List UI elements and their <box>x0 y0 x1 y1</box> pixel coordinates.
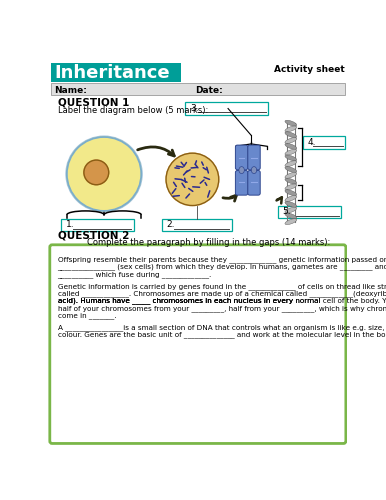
FancyBboxPatch shape <box>303 136 345 148</box>
FancyBboxPatch shape <box>278 206 341 218</box>
Ellipse shape <box>239 166 244 173</box>
FancyBboxPatch shape <box>235 145 248 170</box>
Text: half of your chromosomes from your _________, half from your _________, which is: half of your chromosomes from your _____… <box>58 305 386 312</box>
FancyBboxPatch shape <box>248 145 260 170</box>
FancyBboxPatch shape <box>50 245 346 444</box>
Text: __________ which fuse during _____________.: __________ which fuse during ___________… <box>58 271 212 278</box>
FancyBboxPatch shape <box>248 170 260 195</box>
Text: Name:: Name: <box>54 86 87 94</box>
Circle shape <box>65 136 143 212</box>
Ellipse shape <box>285 166 297 172</box>
Ellipse shape <box>285 184 297 190</box>
Ellipse shape <box>285 161 297 166</box>
Circle shape <box>67 137 141 211</box>
Text: ________________ (sex cells) from which they develop. In humans, gametes are ___: ________________ (sex cells) from which … <box>58 264 386 270</box>
Text: acid). Humans have _____ chromosomes in each nucleus in every normal cell of the: acid). Humans have _____ chromosomes in … <box>58 298 386 304</box>
FancyBboxPatch shape <box>185 102 268 115</box>
Ellipse shape <box>285 144 297 149</box>
FancyBboxPatch shape <box>51 83 345 96</box>
Circle shape <box>166 153 219 206</box>
Text: Complete the paragraph by filling in the gaps (14 marks):: Complete the paragraph by filling in the… <box>87 238 330 247</box>
Ellipse shape <box>285 202 297 207</box>
Ellipse shape <box>285 132 297 138</box>
Text: acid). Humans have _____ chromosomes in each nucleus in every: acid). Humans have _____ chromosomes in … <box>58 298 295 304</box>
Ellipse shape <box>285 178 297 184</box>
Text: 2.: 2. <box>167 220 175 230</box>
Text: acid). Humans have _____ chromosomes in each nucleus in every normal: acid). Humans have _____ chromosomes in … <box>58 298 320 304</box>
Ellipse shape <box>285 196 297 202</box>
Ellipse shape <box>285 120 297 126</box>
Text: QUESTION 2: QUESTION 2 <box>58 230 129 240</box>
Text: A ________________is a small section of DNA that controls what an organism is li: A ________________is a small section of … <box>58 324 386 331</box>
Text: 3.: 3. <box>190 104 199 113</box>
Ellipse shape <box>285 155 297 161</box>
Text: 1.: 1. <box>66 220 75 230</box>
Text: Activity sheet: Activity sheet <box>274 64 344 74</box>
Ellipse shape <box>285 126 297 132</box>
Text: Label the diagram below (5 marks):: Label the diagram below (5 marks): <box>58 106 208 114</box>
FancyBboxPatch shape <box>61 218 134 231</box>
Text: QUESTION 1: QUESTION 1 <box>58 98 129 108</box>
Text: 5.: 5. <box>282 207 291 216</box>
Ellipse shape <box>285 138 297 143</box>
Text: Date:: Date: <box>195 86 223 94</box>
Text: Offspring resemble their parents because they _____________ genetic information : Offspring resemble their parents because… <box>58 256 386 263</box>
Ellipse shape <box>251 166 257 173</box>
Text: colour. Genes are the basic unit of ______________ and work at the molecular lev: colour. Genes are the basic unit of ____… <box>58 332 386 338</box>
FancyBboxPatch shape <box>162 218 232 231</box>
Ellipse shape <box>285 207 297 213</box>
Circle shape <box>84 160 109 184</box>
Text: come in _______.: come in _______. <box>58 312 116 319</box>
FancyBboxPatch shape <box>235 170 248 195</box>
Text: 4.: 4. <box>307 138 316 147</box>
FancyBboxPatch shape <box>51 63 181 82</box>
Ellipse shape <box>285 219 297 224</box>
Ellipse shape <box>285 149 297 155</box>
Ellipse shape <box>285 213 297 219</box>
Ellipse shape <box>285 190 297 196</box>
Text: Inheritance: Inheritance <box>54 64 170 82</box>
Text: called _____________. Chromosomes are made up of a chemical called ____________(: called _____________. Chromosomes are ma… <box>58 290 386 297</box>
Text: Genetic information is carried by genes found in the _____________ of cells on t: Genetic information is carried by genes … <box>58 283 386 290</box>
Ellipse shape <box>285 172 297 178</box>
